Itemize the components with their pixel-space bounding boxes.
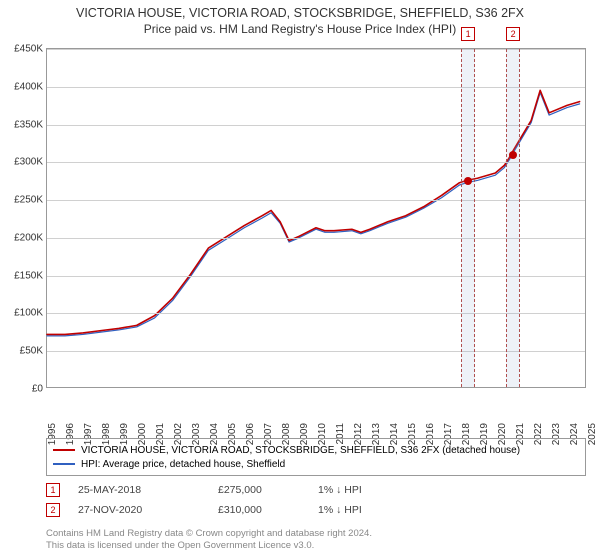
y-axis-label: £200K (14, 232, 43, 243)
transaction-row: 2 27-NOV-2020£310,0001% ↓ HPI (46, 500, 586, 520)
y-axis-label: £450K (14, 44, 43, 55)
transactions-table: 1 25-MAY-2018£275,0001% ↓ HPI 2 27-NOV-2020… (46, 480, 586, 520)
footer-note: Contains HM Land Registry data © Crown c… (46, 528, 586, 552)
gridline-h (47, 276, 585, 277)
series-price_paid (47, 90, 580, 334)
transaction-marker: 2 (46, 503, 60, 517)
y-axis-label: £350K (14, 119, 43, 130)
y-axis-label: £100K (14, 308, 43, 319)
y-axis-label: £300K (14, 157, 43, 168)
transaction-price: £310,000 (218, 504, 318, 516)
transaction-delta: 1% ↓ HPI (318, 504, 362, 516)
y-axis-label: £150K (14, 270, 43, 281)
gridline-h (47, 313, 585, 314)
gridline-h (47, 238, 585, 239)
marker-band (506, 49, 520, 387)
gridline-h (47, 87, 585, 88)
transaction-date: 27-NOV-2020 (78, 504, 218, 516)
legend-label: HPI: Average price, detached house, Shef… (81, 459, 285, 470)
transaction-row: 1 25-MAY-2018£275,0001% ↓ HPI (46, 480, 586, 500)
marker-index-box: 2 (506, 27, 520, 41)
y-axis-label: £50K (20, 346, 43, 357)
transaction-price: £275,000 (218, 484, 318, 496)
marker-dot (509, 151, 517, 159)
y-axis-label: £250K (14, 195, 43, 206)
transaction-date: 25-MAY-2018 (78, 484, 218, 496)
transaction-marker: 1 (46, 483, 60, 497)
x-axis-label: 2025 (587, 423, 598, 445)
gridline-h (47, 125, 585, 126)
footer-line-1: Contains HM Land Registry data © Crown c… (46, 528, 586, 540)
series-hpi (47, 93, 580, 336)
chart-title: VICTORIA HOUSE, VICTORIA ROAD, STOCKSBRI… (0, 6, 600, 20)
transaction-delta: 1% ↓ HPI (318, 484, 362, 496)
y-axis-label: £0 (32, 384, 43, 395)
legend-item: VICTORIA HOUSE, VICTORIA ROAD, STOCKSBRI… (53, 443, 579, 457)
chart-container: VICTORIA HOUSE, VICTORIA ROAD, STOCKSBRI… (0, 0, 600, 560)
legend-box: VICTORIA HOUSE, VICTORIA ROAD, STOCKSBRI… (46, 438, 586, 476)
gridline-h (47, 162, 585, 163)
y-axis-label: £400K (14, 81, 43, 92)
legend-swatch (53, 449, 75, 451)
gridline-h (47, 351, 585, 352)
legend-item: HPI: Average price, detached house, Shef… (53, 457, 579, 471)
marker-dot (464, 177, 472, 185)
legend-label: VICTORIA HOUSE, VICTORIA ROAD, STOCKSBRI… (81, 445, 520, 456)
line-series-svg (47, 49, 585, 387)
footer-line-2: This data is licensed under the Open Gov… (46, 540, 586, 552)
gridline-h (47, 49, 585, 50)
marker-band (461, 49, 475, 387)
plot-area: £0£50K£100K£150K£200K£250K£300K£350K£400… (46, 48, 586, 388)
legend-swatch (53, 463, 75, 465)
gridline-h (47, 200, 585, 201)
marker-index-box: 1 (461, 27, 475, 41)
